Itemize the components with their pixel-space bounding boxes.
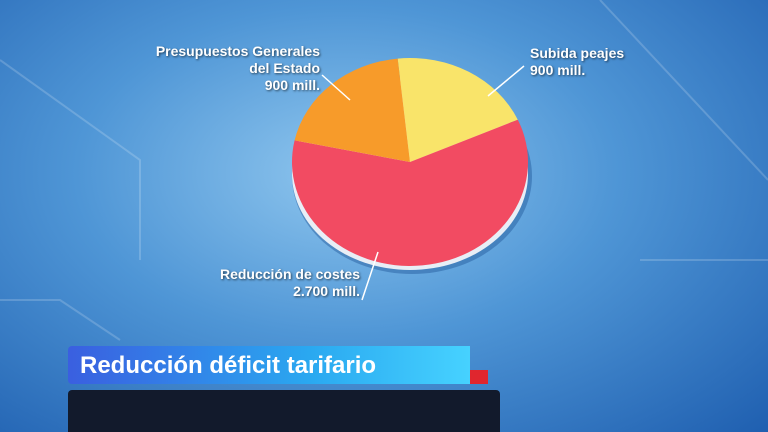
slice-value: 900 mill. [530, 62, 586, 78]
banner-title: Reducción déficit tarifario [80, 352, 377, 379]
slice-label: Reducción de costes 2.700 mill. [150, 266, 360, 300]
banner-tab [470, 370, 488, 384]
slice-label: Presupuestos Generales del Estado 900 mil… [140, 43, 320, 94]
slice-value: 900 mill. [264, 77, 320, 93]
slice-name: Reducción de costes [219, 266, 360, 282]
pie-slice [397, 58, 518, 162]
leaders [321, 65, 525, 301]
slice-name: Subida peajes [530, 45, 625, 61]
banner: Reducción déficit tarifario [68, 346, 470, 384]
caption-bar [68, 390, 500, 432]
pie-slice [291, 119, 528, 267]
decor [0, 0, 768, 340]
slice-name: Presupuestos Generales del Estado [155, 43, 320, 76]
slice-label: Subida peajes 900 mill. [530, 45, 650, 79]
pie-slice [294, 58, 410, 163]
slice-value: 2.700 mill. [293, 283, 360, 299]
